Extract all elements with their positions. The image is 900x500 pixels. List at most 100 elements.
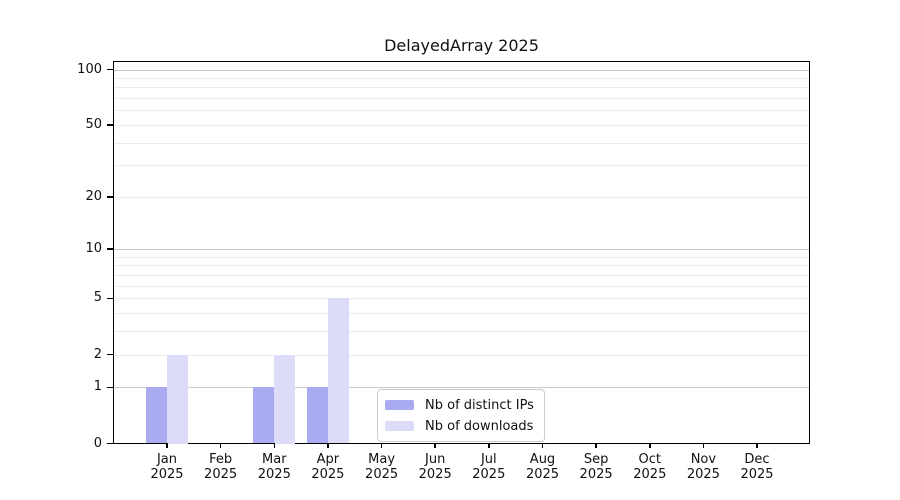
gridline-minor — [114, 331, 809, 333]
x-tick-label-jun: Jun 2025 — [395, 452, 475, 482]
month-label: Oct — [638, 452, 662, 467]
gridline-minor — [114, 77, 809, 79]
y-tick-mark — [107, 68, 113, 71]
month-label: Jan — [156, 452, 178, 467]
year-label: 2025 — [525, 467, 560, 482]
y-tick-label: 5 — [93, 290, 102, 306]
y-tick-mark — [107, 248, 113, 250]
gridline-minor — [114, 165, 809, 167]
x-tick-label-jan: Jan 2025 — [127, 452, 207, 482]
month-label: Feb — [209, 452, 233, 467]
year-label: 2025 — [257, 467, 291, 482]
legend-label: Nb of downloads — [425, 418, 534, 434]
legend-swatch — [385, 421, 414, 431]
x-tick-mark — [380, 443, 383, 448]
x-tick-label-mar: Mar 2025 — [234, 452, 314, 482]
x-tick-mark — [219, 443, 222, 448]
gridline-minor — [114, 142, 809, 144]
year-label: 2025 — [365, 467, 399, 482]
x-tick-mark — [595, 443, 597, 448]
gridline-minor — [114, 275, 809, 276]
gridline-minor — [114, 354, 809, 356]
x-tick-label-apr: Apr 2025 — [288, 452, 368, 482]
gridline-major — [114, 69, 809, 71]
gridline-minor — [114, 98, 809, 100]
month-label: Dec — [744, 452, 770, 467]
y-tick-label: 100 — [77, 61, 102, 77]
gridline-major — [114, 387, 809, 389]
gridline-minor — [114, 256, 809, 258]
x-tick-mark — [649, 443, 651, 448]
chart-title: DelayedArray 2025 — [384, 36, 539, 55]
month-label: Nov — [690, 452, 717, 467]
plot-area: 0 1 2 5 10 20 50 100 Jan 2025 Feb 2025 Mar 2025 Apr 202… — [77, 61, 810, 483]
bar-jan-downloads — [167, 354, 188, 444]
year-label: 2025 — [311, 467, 345, 482]
x-tick-label-jul: Jul 2025 — [449, 452, 529, 482]
gridline-minor — [114, 313, 809, 315]
x-tick-mark — [166, 443, 168, 448]
gridline-minor — [114, 196, 809, 198]
y-tick-label: 1 — [93, 379, 102, 395]
legend: Nb of distinct IPs Nb of downloads — [377, 389, 545, 442]
x-tick-mark — [327, 443, 329, 448]
legend-item: Nb of distinct IPs — [385, 397, 534, 413]
y-tick-label: 50 — [85, 116, 102, 132]
month-label: Sep — [583, 452, 609, 467]
year-label: 2025 — [740, 467, 774, 482]
y-tick-mark — [107, 196, 113, 198]
bar-mar-ips — [253, 387, 275, 444]
y-tick-label: 2 — [93, 346, 102, 362]
month-label: Jun — [425, 452, 446, 467]
year-label: 2025 — [472, 467, 506, 482]
x-tick-mark — [434, 443, 436, 448]
year-label: 2025 — [579, 467, 613, 482]
y-tick-mark — [107, 386, 113, 389]
year-label: 2025 — [418, 467, 452, 482]
y-tick-mark — [107, 353, 113, 356]
gridline-minor — [114, 124, 809, 126]
month-label: Mar — [262, 452, 287, 467]
x-tick-label-aug: Aug 2025 — [503, 452, 583, 482]
bar-apr-ips — [306, 387, 328, 444]
y-tick-label: 20 — [85, 188, 102, 204]
y-tick-mark — [107, 442, 113, 445]
x-tick-label-feb: Feb 2025 — [181, 452, 261, 482]
grid-layer — [114, 62, 809, 443]
x-tick-mark — [488, 443, 490, 448]
x-tick-label-dec: Dec 2025 — [717, 452, 797, 482]
x-tick-label-sep: Sep 2025 — [556, 452, 636, 482]
bar-layer — [114, 62, 809, 444]
month-label: Aug — [529, 452, 556, 467]
legend-label: Nb of distinct IPs — [425, 397, 534, 413]
bar-mar-downloads — [274, 354, 296, 444]
tick-layer: 0 1 2 5 10 20 50 100 Jan 2025 Feb 2025 Mar 2025 Apr 202… — [77, 62, 809, 483]
bar-apr-downloads — [327, 298, 349, 444]
x-tick-label-may: May 2025 — [342, 452, 422, 482]
x-tick-label-nov: Nov 2025 — [663, 452, 743, 482]
year-label: 2025 — [204, 467, 238, 482]
x-tick-label-oct: Oct 2025 — [610, 452, 690, 482]
x-tick-mark — [756, 443, 758, 448]
y-tick-label: 0 — [93, 435, 102, 451]
x-tick-mark — [273, 443, 275, 448]
legend-item: Nb of downloads — [385, 418, 534, 434]
year-label: 2025 — [150, 467, 184, 482]
x-tick-mark — [702, 443, 705, 448]
year-label: 2025 — [633, 467, 667, 482]
year-label: 2025 — [686, 467, 720, 482]
gridline-major — [114, 249, 809, 251]
month-label: Apr — [316, 452, 340, 467]
gridline-minor — [114, 285, 809, 287]
legend-swatch — [385, 400, 414, 410]
gridline-minor — [114, 87, 809, 89]
gridline-minor — [114, 110, 809, 112]
y-tick-mark — [107, 297, 113, 299]
y-tick-mark — [107, 124, 113, 126]
gridline-minor — [114, 265, 809, 267]
x-tick-mark — [541, 443, 544, 448]
y-tick-label: 10 — [85, 241, 102, 257]
bar-jan-ips — [146, 387, 167, 444]
month-label: Jul — [480, 452, 497, 467]
